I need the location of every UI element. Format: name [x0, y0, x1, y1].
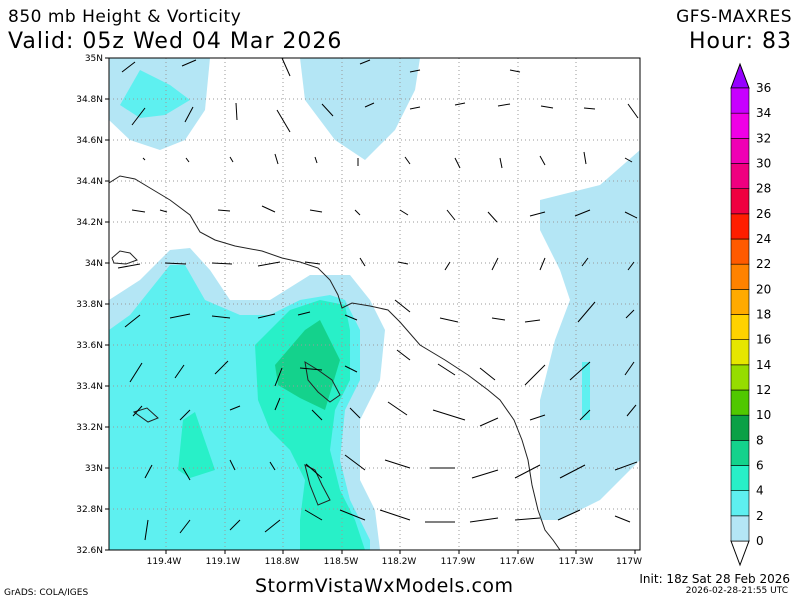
legend-swatch	[730, 163, 750, 189]
legend-label: 6	[756, 459, 764, 473]
lon-label: 118.2W	[382, 557, 417, 567]
legend-label: 2	[756, 509, 764, 523]
lat-label: 33.6N	[76, 341, 103, 351]
legend-bottom-arrow	[730, 540, 750, 567]
legend-label: 8	[756, 433, 764, 447]
longitude-labels: 119.4W 119.1W 118.8W 118.5W 118.2W 117.9…	[147, 557, 642, 567]
legend-label: 22	[756, 257, 771, 271]
legend-swatch	[730, 515, 750, 542]
lat-label: 33N	[85, 464, 103, 474]
lon-label: 117W	[616, 557, 642, 567]
lon-label: 118.8W	[265, 557, 300, 567]
lat-label: 33.4N	[76, 382, 103, 392]
wind-vectors	[117, 57, 639, 541]
legend-label: 18	[756, 308, 771, 322]
forecast-hour: Hour: 83	[688, 29, 792, 54]
valid-time: Valid: 05z Wed 04 Mar 2026	[8, 29, 343, 54]
legend-swatch	[730, 188, 750, 215]
vorticity-shading	[109, 58, 640, 550]
legend-label: 12	[756, 383, 771, 397]
map-title: 850 mb Height & Vorticity	[8, 7, 242, 27]
model-name: GFS-MAXRES	[676, 7, 792, 27]
legend-label: 0	[756, 534, 764, 548]
lon-label: 117.3W	[559, 557, 594, 567]
legend-label: 24	[756, 232, 771, 246]
axis-ticks	[105, 57, 636, 554]
lat-label: 32.6N	[76, 546, 103, 556]
legend-label: 4	[756, 484, 764, 498]
grid-lines	[109, 58, 640, 550]
latitude-labels: 35N 34.8N 34.6N 34.4N 34.2N 34N 33.8N 33…	[76, 54, 103, 556]
legend-swatch	[730, 314, 750, 340]
lat-label: 34.8N	[76, 95, 103, 105]
timestamp: 2026-02-28-21:55 UTC	[685, 586, 788, 596]
coastline	[109, 175, 561, 550]
lat-label: 34.4N	[76, 177, 103, 187]
legend-label: 34	[756, 106, 771, 120]
lat-label: 34.2N	[76, 218, 103, 228]
lon-label: 117.6W	[500, 557, 535, 567]
legend-swatch	[730, 112, 750, 139]
legend-swatch	[730, 389, 750, 416]
legend-swatch	[730, 440, 750, 466]
lat-label: 32.8N	[76, 505, 103, 515]
legend-swatch	[730, 465, 750, 491]
legend-swatch	[730, 414, 750, 441]
legend-label: 30	[756, 157, 771, 171]
legend-label: 36	[756, 81, 771, 95]
lon-label: 119.4W	[147, 557, 182, 567]
legend-swatch	[730, 87, 750, 114]
legend-top-arrow	[730, 62, 750, 89]
legend-swatch	[730, 263, 750, 290]
lon-label: 118.5W	[324, 557, 359, 567]
lat-label: 34N	[85, 259, 103, 269]
lat-label: 33.8N	[76, 300, 103, 310]
legend-swatch	[730, 289, 750, 315]
legend-label: 14	[756, 358, 771, 372]
lon-label: 117.9W	[441, 557, 476, 567]
lon-label: 119.1W	[206, 557, 241, 567]
lat-label: 35N	[85, 54, 103, 64]
lat-label: 34.6N	[76, 136, 103, 146]
legend-label: 32	[756, 131, 771, 145]
lat-label: 33.2N	[76, 423, 103, 433]
legend-swatch	[730, 138, 750, 164]
legend-swatch	[730, 364, 750, 391]
legend-swatch	[730, 339, 750, 366]
site-watermark: StormVistaWxModels.com	[255, 575, 514, 597]
init-time: Init: 18z Sat 28 Feb 2026	[639, 572, 790, 586]
legend-label: 16	[756, 333, 771, 347]
grads-credit: GrADS: COLA/IGES	[4, 588, 89, 598]
legend-swatch	[730, 238, 750, 265]
legend-label: 10	[756, 408, 771, 422]
legend-swatch	[730, 213, 750, 240]
legend-label: 26	[756, 207, 771, 221]
legend-label: 28	[756, 182, 771, 196]
legend-swatch	[730, 490, 750, 517]
legend-label: 20	[756, 282, 771, 296]
